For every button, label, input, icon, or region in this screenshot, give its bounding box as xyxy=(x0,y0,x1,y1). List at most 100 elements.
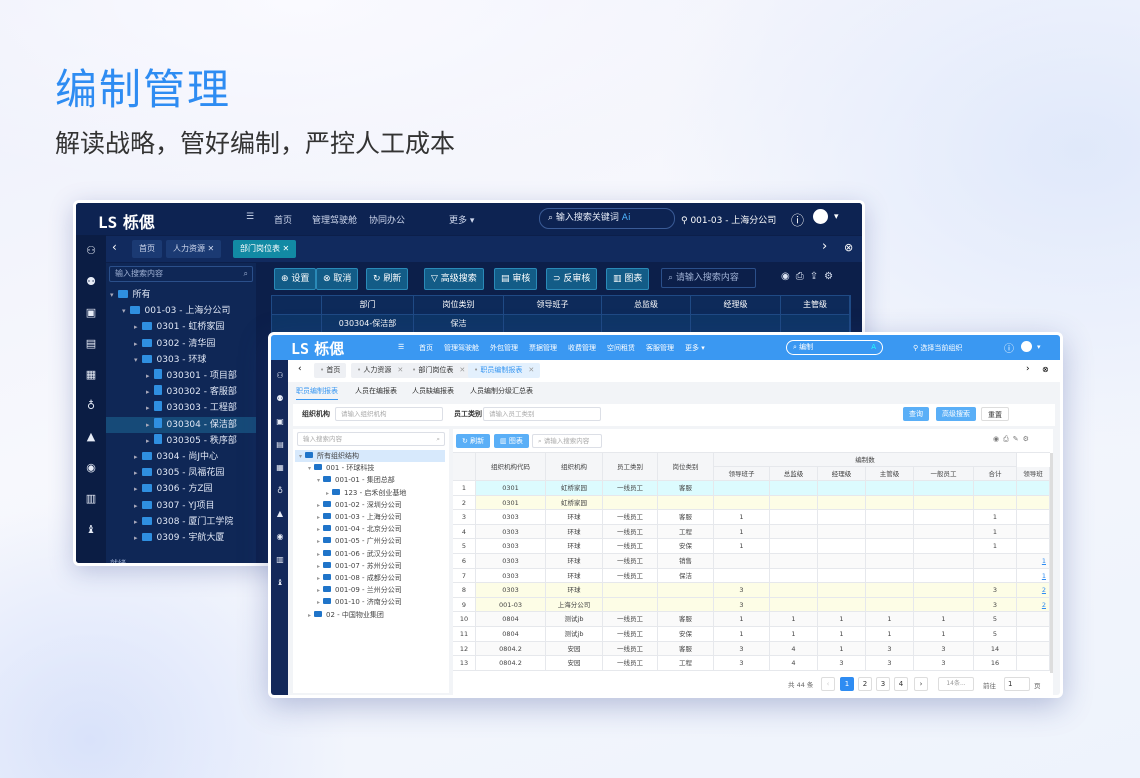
expand-icon[interactable]: ▸ xyxy=(146,404,150,413)
chevron-down-icon[interactable]: ▾ xyxy=(834,212,839,222)
column-header[interactable]: 经理级 xyxy=(818,467,866,481)
column-header[interactable]: 领导班子 xyxy=(504,296,602,314)
chevron-right-icon[interactable]: › xyxy=(1026,364,1030,374)
tab-hr[interactable]: 人力资源 ✕ xyxy=(166,240,222,258)
avatar[interactable] xyxy=(813,209,828,224)
page-size-select[interactable]: 14条... xyxy=(938,677,974,691)
scrollbar[interactable] xyxy=(1050,453,1053,673)
nav-item[interactable]: 收费管理 xyxy=(568,344,596,352)
expand-icon[interactable]: ▸ xyxy=(317,562,321,570)
menu-toggle-icon[interactable]: ☰ xyxy=(246,212,255,222)
column-header[interactable]: 岗位类别 xyxy=(658,453,714,481)
expand-icon[interactable]: ▸ xyxy=(317,587,321,595)
cell-link[interactable]: 2 xyxy=(1017,597,1050,613)
expand-icon[interactable]: ▸ xyxy=(317,575,321,582)
tree-item[interactable]: ▸ 001-07 - 苏州分公司 xyxy=(295,560,445,572)
expand-icon[interactable]: ▸ xyxy=(317,550,321,558)
document-icon[interactable]: ▤ xyxy=(85,336,97,350)
table-row[interactable]: 7 0303 环球 一线员工 保洁 1 xyxy=(453,568,1050,584)
table-row[interactable]: 8 0303 环球 3 3 2 xyxy=(453,583,1050,598)
unapprove-button[interactable]: ⊃ 反审核 xyxy=(546,268,598,290)
nav-item[interactable]: 外包管理 xyxy=(490,344,518,352)
nav-item[interactable]: 首页 xyxy=(419,344,433,352)
settings-button[interactable]: ⊕ 设置 xyxy=(274,268,317,290)
tree-item[interactable]: ▸ 0306 - 方Z园 xyxy=(106,481,256,497)
org-filter-input[interactable]: 请输入组织机构 xyxy=(335,407,443,421)
print-icon[interactable]: ⎙ xyxy=(1003,435,1013,443)
building-icon[interactable]: ▥ xyxy=(276,554,284,564)
money-bag-icon[interactable]: ♝ xyxy=(86,522,96,536)
tab-item[interactable]: • 首页 xyxy=(314,363,347,378)
page-button[interactable]: 2 xyxy=(858,677,872,691)
users-icon[interactable]: ⚉ xyxy=(86,274,96,288)
document-icon[interactable]: ▤ xyxy=(276,439,284,449)
table-search-input[interactable]: ⌕ 请输入搜索内容 xyxy=(532,434,602,448)
page-button[interactable]: 4 xyxy=(894,677,908,691)
tab-dept-posts[interactable]: 部门岗位表 ✕ xyxy=(233,240,297,258)
id-card-icon[interactable]: ▣ xyxy=(276,416,284,426)
subtab-item[interactable]: 人员编制分级汇总表 xyxy=(470,387,533,395)
toolbar-icons[interactable]: ◉⎙⇪⚙ xyxy=(781,271,839,282)
cell-link[interactable]: 1 xyxy=(1017,568,1050,584)
expand-icon[interactable]: ▸ xyxy=(146,420,150,429)
tree-item[interactable]: ▾ 001 - 环球科技 xyxy=(295,462,445,474)
expand-icon[interactable]: ▸ xyxy=(134,534,138,542)
column-header[interactable]: 总监级 xyxy=(770,467,818,481)
expand-icon[interactable]: ▾ xyxy=(134,355,138,364)
column-header[interactable]: 经理级 xyxy=(691,296,781,314)
nav-item[interactable]: 首页 xyxy=(274,216,293,226)
user-settings-icon[interactable]: ⚇ xyxy=(276,370,284,380)
tree-item[interactable]: ▸ 001-04 - 北京分公司 xyxy=(295,523,445,535)
avatar[interactable] xyxy=(1021,341,1032,352)
tree-item[interactable]: ▾ 0303 - 环球 xyxy=(106,352,256,368)
users-icon[interactable]: ⚉ xyxy=(276,393,284,403)
tree-item[interactable]: ▸ 030302 - 客服部 xyxy=(106,384,256,400)
medal-icon[interactable]: ♁ xyxy=(86,398,96,412)
tree-item[interactable]: ▸ 001-08 - 成都分公司 xyxy=(295,572,445,584)
tree-item[interactable]: ▸ 030305 - 秩序部 xyxy=(106,433,256,449)
expand-icon[interactable]: ▸ xyxy=(134,453,138,461)
tab-item[interactable]: • 职员编制报表 ✕ xyxy=(468,363,541,378)
chart-button[interactable]: ▥ 图表 xyxy=(606,268,650,290)
chevron-left-icon[interactable]: ‹ xyxy=(298,364,302,374)
column-header[interactable]: 组织机构代码 xyxy=(476,453,546,481)
calendar-icon[interactable]: ▦ xyxy=(276,462,284,472)
nav-item[interactable]: 票据管理 xyxy=(529,344,557,352)
eye-icon[interactable]: ◉ xyxy=(86,460,96,474)
table-row[interactable]: 2 0301 虹桥家园 xyxy=(453,495,1050,511)
approve-button[interactable]: ▤ 审核 xyxy=(494,268,538,290)
tab-home[interactable]: 首页 xyxy=(132,240,162,258)
close-icon[interactable]: ✕ xyxy=(397,366,404,374)
expand-icon[interactable]: ▸ xyxy=(134,339,138,348)
eye-icon[interactable]: ◉ xyxy=(781,271,796,282)
nav-item[interactable]: 更多 ▾ xyxy=(449,216,475,226)
query-button[interactable]: 查询 xyxy=(903,407,929,421)
tree-item[interactable]: ▾ 001-03 - 上海分公司 xyxy=(106,303,256,319)
tab-item[interactable]: • 部门岗位表 ✕ xyxy=(406,363,472,378)
tree-item[interactable]: ▸ 001-02 - 深圳分公司 xyxy=(295,499,445,511)
tree-item[interactable]: ▸ 0302 - 清华园 xyxy=(106,336,256,352)
table-row[interactable]: 12 0804.2 安园 一线员工 客服 3 4 1 3 3 14 xyxy=(453,641,1050,657)
export-icon[interactable]: ⇪ xyxy=(809,271,825,282)
ai-icon[interactable]: Ai xyxy=(621,213,631,223)
column-header[interactable]: 员工类别 xyxy=(603,453,658,481)
refresh-button[interactable]: ↻ 刷新 xyxy=(456,434,491,448)
help-icon[interactable]: ⓘ xyxy=(1004,344,1014,355)
column-header[interactable]: 主管级 xyxy=(781,296,850,314)
expand-icon[interactable]: ▾ xyxy=(299,453,303,460)
tree-item[interactable]: ▸ 030304 - 保洁部 xyxy=(106,416,256,433)
column-header[interactable]: 领导班 xyxy=(1017,467,1050,481)
tree-item[interactable]: ▸ 123 - 启禾创业基地 xyxy=(295,487,445,499)
tree-item[interactable]: ▸ 030301 - 项目部 xyxy=(106,368,256,384)
building-icon[interactable]: ▥ xyxy=(85,491,97,505)
expand-icon[interactable]: ▸ xyxy=(134,517,138,526)
expand-icon[interactable]: ▾ xyxy=(122,307,126,316)
tree-item[interactable]: ▸ 0309 - 宇航大厦 xyxy=(106,530,256,546)
nav-item[interactable]: 客服管理 xyxy=(646,344,674,352)
subtab-item[interactable]: 人员缺编报表 xyxy=(412,387,454,395)
expand-icon[interactable]: ▸ xyxy=(317,514,321,521)
org-selector[interactable]: ⚲ 001-03 - 上海分公司 xyxy=(681,216,777,226)
table-row[interactable]: 6 0303 环球 一线员工 销售 1 xyxy=(453,554,1050,569)
chevron-right-icon[interactable]: › xyxy=(822,239,828,254)
nav-item[interactable]: 空间租赁 xyxy=(607,344,635,352)
